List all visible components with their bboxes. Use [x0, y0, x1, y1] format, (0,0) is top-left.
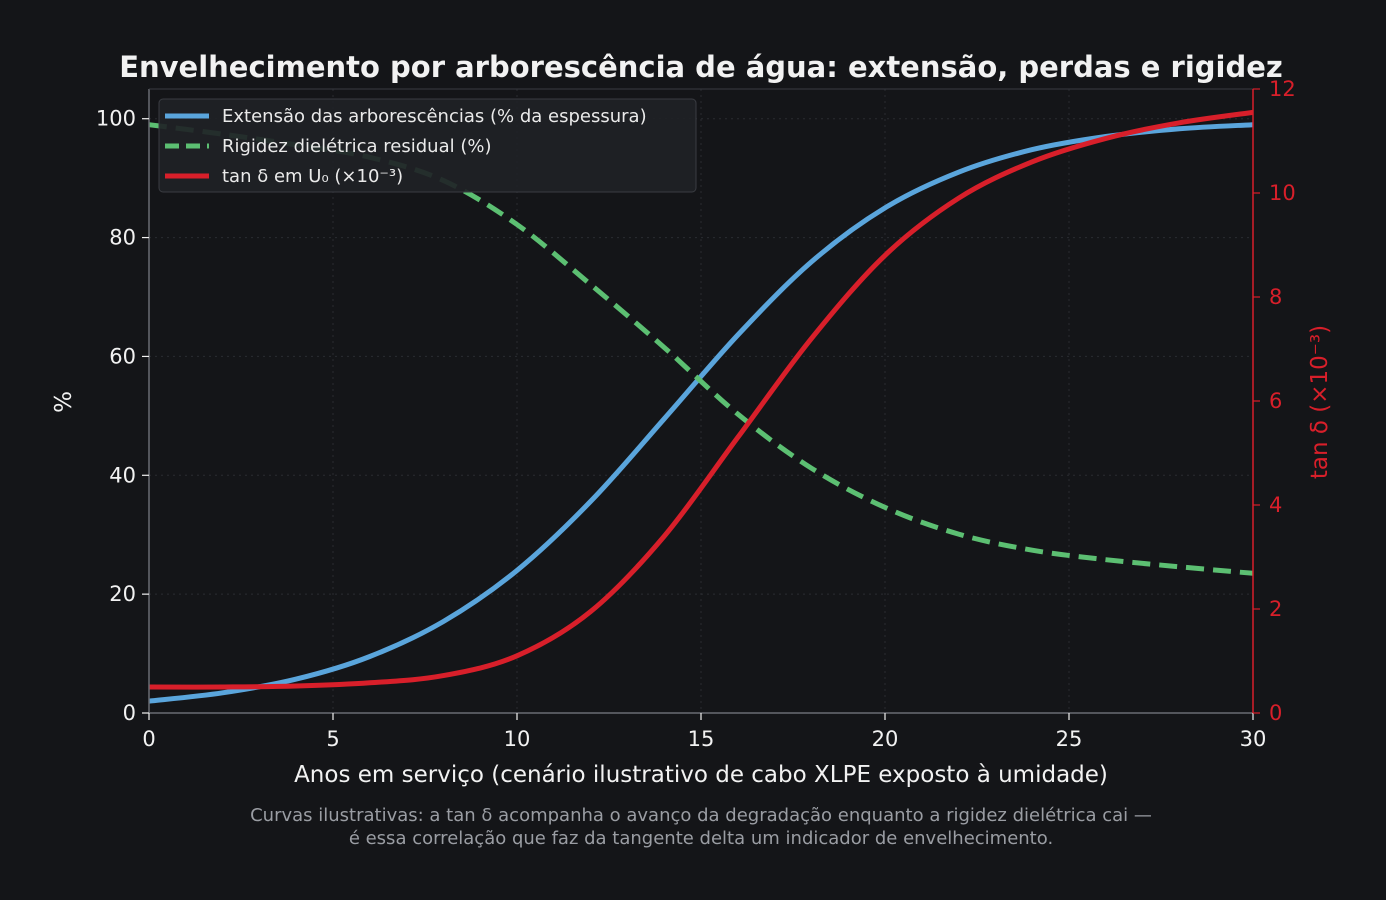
- x-tick-label: 15: [688, 727, 715, 751]
- chart-title: Envelhecimento por arborescência de água…: [119, 50, 1283, 84]
- y-tick-label-left: 40: [109, 463, 136, 487]
- y-tick-label-right: 8: [1269, 285, 1282, 309]
- x-tick-label: 30: [1240, 727, 1267, 751]
- x-tick-label: 0: [142, 727, 155, 751]
- series-tree-extension-line: [148, 122, 1254, 704]
- caption-line-2: é essa correlação que faz da tangente de…: [349, 828, 1053, 849]
- y-tick-label-right: 12: [1269, 77, 1296, 101]
- grid: [148, 89, 1254, 714]
- y-tick-label-left: 20: [109, 582, 136, 606]
- y-axis-label-right: tan δ (×10⁻³): [1307, 325, 1333, 479]
- legend-label: Extensão das arborescências (% da espess…: [222, 106, 647, 127]
- x-tick-label: 5: [326, 727, 339, 751]
- legend: Extensão das arborescências (% da espess…: [158, 98, 697, 193]
- legend-label: tan δ em U₀ (×10⁻³): [222, 166, 403, 187]
- y-tick-label-right: 0: [1269, 701, 1282, 725]
- y-tick-label-left: 100: [96, 107, 136, 131]
- caption-line-1: Curvas ilustrativas: a tan δ acompanha o…: [250, 805, 1152, 826]
- y-tick-label-right: 2: [1269, 597, 1282, 621]
- y-tick-label-left: 60: [109, 344, 136, 368]
- x-tick-label: 20: [872, 727, 899, 751]
- legend-label: Rigidez dielétrica residual (%): [222, 136, 491, 157]
- y-tick-label-right: 10: [1269, 181, 1296, 205]
- x-tick-label: 10: [504, 727, 531, 751]
- legend-box: [158, 98, 697, 193]
- series-tan-delta-line: [148, 109, 1254, 690]
- y-axis-label-left: %: [51, 391, 77, 413]
- x-tick-label: 25: [1056, 727, 1083, 751]
- y-tick-label-left: 0: [123, 701, 136, 725]
- y-tick-label-left: 80: [109, 226, 136, 250]
- y-tick-label-right: 6: [1269, 389, 1282, 413]
- x-axis-label: Anos em serviço (cenário ilustrativo de …: [294, 762, 1108, 788]
- y-tick-label-right: 4: [1269, 493, 1282, 517]
